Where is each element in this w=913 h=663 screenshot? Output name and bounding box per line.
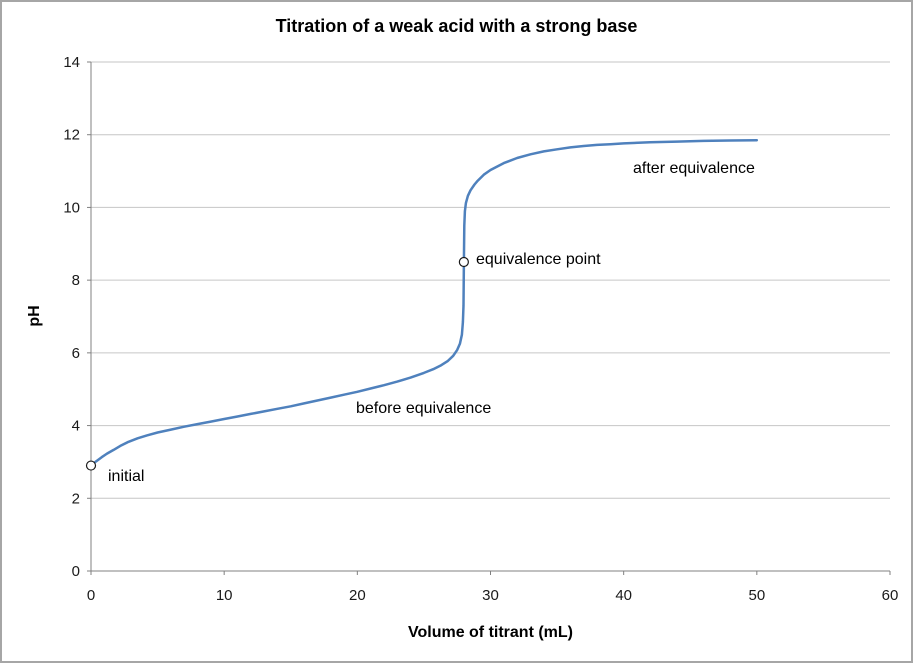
y-tick-label: 6 bbox=[72, 345, 80, 362]
titration-curve bbox=[89, 138, 759, 467]
annotation-initial: initial bbox=[108, 468, 145, 485]
y-axis-title-text: pH bbox=[26, 305, 43, 327]
y-tick-label: 4 bbox=[72, 418, 80, 435]
annotation-equivalence-point: equivalence point bbox=[476, 251, 601, 268]
annotation-before-equivalence: before equivalence bbox=[356, 400, 492, 417]
data-point-marker bbox=[458, 256, 469, 268]
chart-title: Titration of a weak acid with a strong b… bbox=[275, 16, 638, 36]
y-tick-label: 8 bbox=[72, 272, 80, 289]
y-tick-label: 2 bbox=[72, 490, 80, 507]
x-axis-title: Volume of titrant (mL) bbox=[407, 624, 574, 641]
y-tick-label: 10 bbox=[63, 199, 80, 216]
y-tick-label: 14 bbox=[63, 54, 80, 71]
y-tick-label: 0 bbox=[72, 563, 80, 580]
y-tick-label: 12 bbox=[63, 127, 80, 144]
x-tick-label: 10 bbox=[216, 587, 233, 604]
x-tick-label: 30 bbox=[482, 587, 499, 604]
x-tick-label: 40 bbox=[615, 587, 632, 604]
x-tick-label: 50 bbox=[748, 587, 765, 604]
x-tick-label: 0 bbox=[87, 587, 95, 604]
x-tick-label: 20 bbox=[349, 587, 366, 604]
data-point-marker bbox=[85, 460, 97, 471]
annotation-after-equivalence: after equivalence bbox=[633, 160, 755, 177]
x-tick-label: 60 bbox=[882, 587, 899, 604]
